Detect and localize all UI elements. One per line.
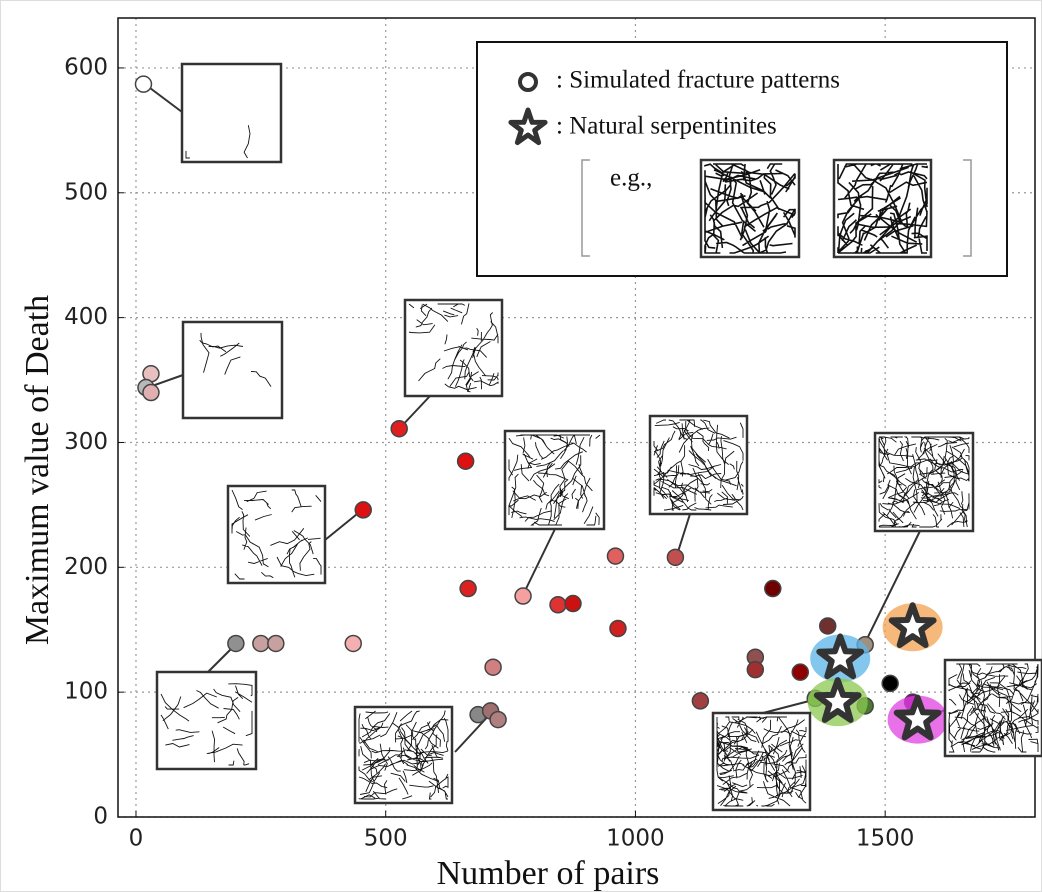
legend-marker	[508, 107, 548, 146]
y-tick-label: 400	[64, 304, 108, 330]
connector	[324, 509, 363, 541]
legend-label: : Natural serpentinites	[556, 113, 777, 140]
connector	[521, 528, 556, 598]
point	[881, 674, 899, 693]
crack-texture	[199, 332, 272, 387]
crack-texture	[837, 163, 928, 254]
inset-image	[155, 670, 258, 771]
point	[818, 617, 837, 635]
legend-label: : Simulated fracture patterns	[556, 67, 840, 94]
point	[390, 419, 408, 438]
crack-texture	[185, 125, 251, 159]
legend-marker	[518, 72, 538, 92]
y-tick-label: 0	[93, 804, 108, 830]
crack-texture	[508, 434, 601, 526]
point	[142, 383, 160, 402]
crack-texture	[653, 419, 744, 511]
point	[549, 596, 567, 614]
y-tick-label: 500	[64, 179, 108, 205]
point	[227, 634, 245, 653]
connector	[149, 87, 183, 113]
y-axis-label: Maximum value of Death	[19, 295, 56, 645]
connector	[151, 374, 184, 387]
crack-texture	[160, 683, 253, 766]
y-tick-label: 300	[64, 429, 108, 455]
point	[354, 501, 372, 519]
point	[456, 452, 475, 470]
point	[609, 619, 627, 638]
point	[459, 579, 477, 598]
y-tick-label: 200	[64, 554, 108, 580]
point	[514, 587, 532, 605]
legend-bracket	[581, 159, 972, 257]
point	[746, 660, 765, 679]
legend-note: e.g.,	[610, 165, 652, 192]
crack-texture	[716, 716, 807, 807]
x-tick-label: 0	[129, 826, 144, 852]
crack-texture	[358, 710, 449, 800]
y-tick-label: 600	[64, 54, 108, 80]
point	[606, 547, 625, 565]
point	[344, 634, 362, 653]
y-tick-label: 100	[64, 679, 108, 705]
point	[134, 75, 153, 93]
x-tick-label: 500	[364, 826, 408, 852]
point	[666, 548, 685, 567]
point	[564, 594, 582, 613]
marks	[134, 75, 948, 744]
inset-image	[181, 320, 284, 420]
point	[791, 663, 810, 681]
star-marker	[888, 602, 937, 648]
point	[267, 634, 285, 653]
crack-texture	[408, 303, 499, 393]
crack-texture	[231, 489, 322, 580]
crack-texture	[878, 436, 970, 528]
point	[489, 710, 507, 729]
x-axis-label: Number of pairs	[437, 855, 660, 892]
x-tick-label: 1500	[856, 826, 915, 852]
point	[764, 579, 782, 598]
insets	[155, 62, 1042, 812]
star-marker	[813, 677, 862, 723]
point	[484, 658, 502, 676]
inset-image	[180, 62, 283, 164]
crack-texture	[704, 163, 796, 254]
connector	[863, 530, 921, 646]
point	[252, 634, 270, 653]
crack-texture	[948, 663, 1039, 753]
star-marker	[816, 633, 865, 680]
inset-image	[226, 484, 327, 585]
star-marker	[893, 694, 942, 741]
point	[691, 692, 710, 710]
x-tick-label: 1000	[606, 826, 665, 852]
plot-area	[117, 17, 1036, 818]
legend: e.g., : Simulated fracture patterns : Nat…	[476, 41, 1008, 277]
